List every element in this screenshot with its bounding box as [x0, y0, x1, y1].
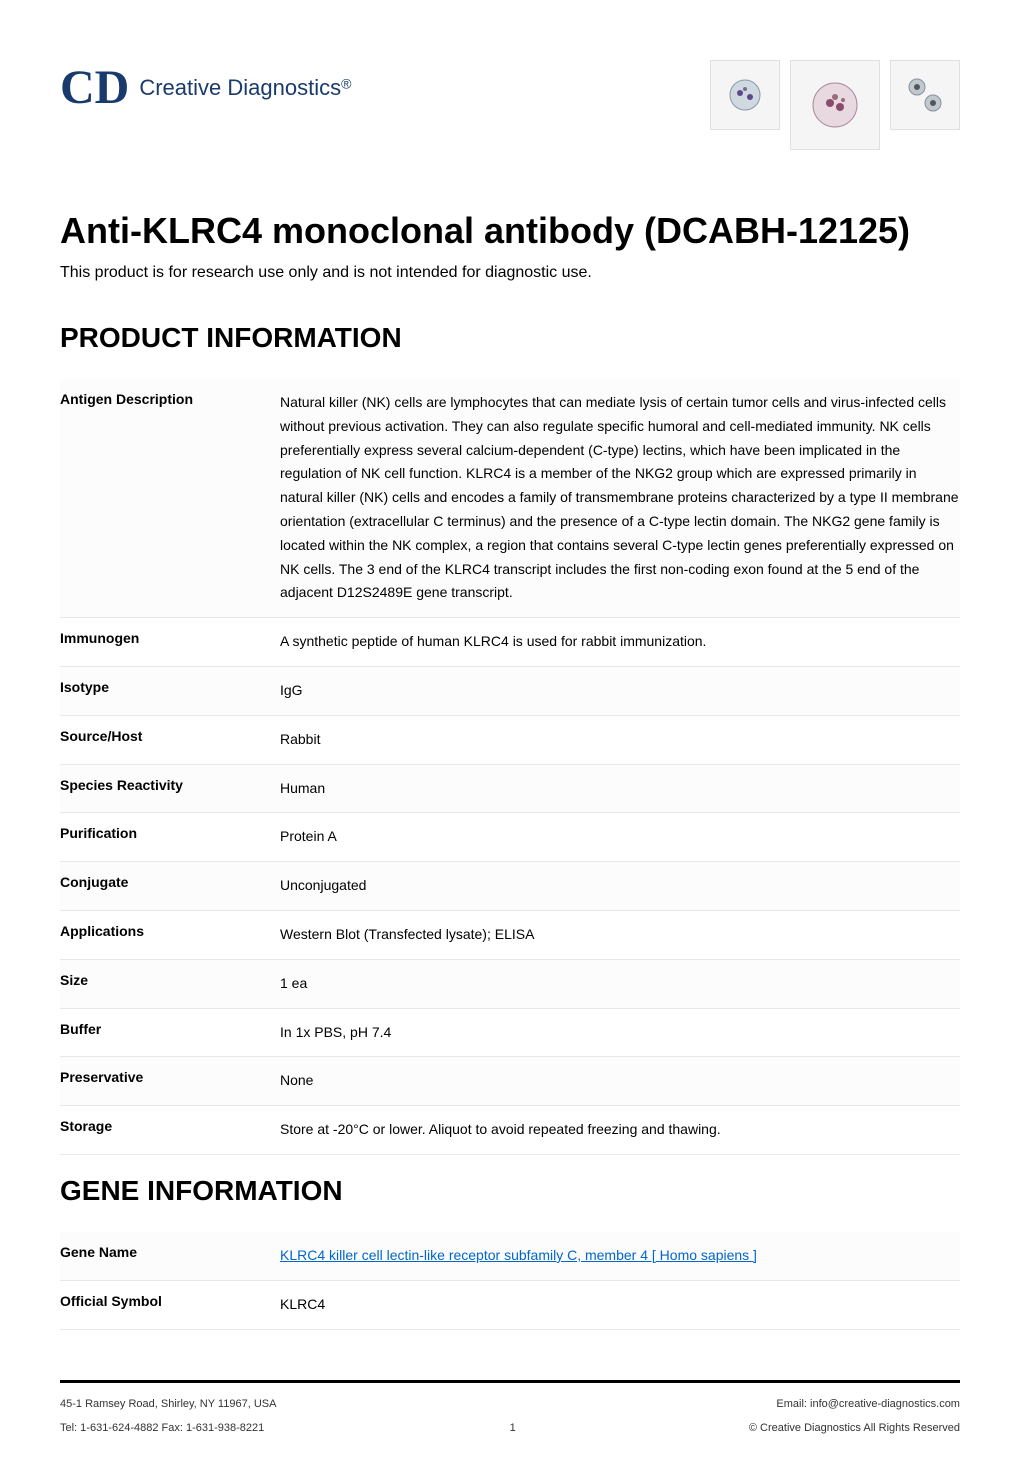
table-row: StorageStore at -20°C or lower. Aliquot … [60, 1106, 960, 1155]
table-row: PurificationProtein A [60, 813, 960, 862]
info-value: None [280, 1057, 960, 1106]
table-row: Gene NameKLRC4 killer cell lectin-like r… [60, 1232, 960, 1280]
footer-left: 45-1 Ramsey Road, Shirley, NY 11967, USA… [60, 1398, 276, 1434]
page-footer: 45-1 Ramsey Road, Shirley, NY 11967, USA… [60, 1380, 960, 1434]
info-label: Applications [60, 910, 280, 959]
footer-right: Email: info@creative-diagnostics.com © C… [749, 1398, 960, 1434]
info-label: Gene Name [60, 1232, 280, 1280]
info-value: KLRC4 [280, 1280, 960, 1329]
gene-link[interactable]: KLRC4 killer cell lectin-like receptor s… [280, 1247, 757, 1263]
info-value: Human [280, 764, 960, 813]
info-label: Buffer [60, 1008, 280, 1057]
info-value: A synthetic peptide of human KLRC4 is us… [280, 618, 960, 667]
footer-center: 1 [510, 1398, 516, 1434]
info-label: Storage [60, 1106, 280, 1155]
table-row: BufferIn 1x PBS, pH 7.4 [60, 1008, 960, 1057]
footer-email: Email: info@creative-diagnostics.com [749, 1398, 960, 1410]
gene-info-section-title: GENE INFORMATION [60, 1175, 960, 1207]
info-value: Protein A [280, 813, 960, 862]
logo-company-name: Creative Diagnostics® [139, 75, 351, 101]
info-label: Species Reactivity [60, 764, 280, 813]
footer-address: 45-1 Ramsey Road, Shirley, NY 11967, USA [60, 1398, 276, 1410]
table-row: Source/HostRabbit [60, 715, 960, 764]
logo-registered-mark: ® [341, 75, 351, 91]
footer-copyright: © Creative Diagnostics All Rights Reserv… [749, 1422, 960, 1434]
info-value: Natural killer (NK) cells are lymphocyte… [280, 379, 960, 618]
info-value: Western Blot (Transfected lysate); ELISA [280, 910, 960, 959]
table-row: Species ReactivityHuman [60, 764, 960, 813]
info-value: Unconjugated [280, 862, 960, 911]
table-row: ImmunogenA synthetic peptide of human KL… [60, 618, 960, 667]
page-container: CD Creative Diagnostics® [0, 0, 1020, 1464]
table-row: PreservativeNone [60, 1057, 960, 1106]
footer-page-number: 1 [510, 1422, 516, 1434]
info-label: Size [60, 959, 280, 1008]
info-label: Preservative [60, 1057, 280, 1106]
info-value: KLRC4 killer cell lectin-like receptor s… [280, 1232, 960, 1280]
header-decorative-images [710, 60, 960, 150]
product-subtitle: This product is for research use only an… [60, 264, 960, 282]
info-value: IgG [280, 666, 960, 715]
info-value: In 1x PBS, pH 7.4 [280, 1008, 960, 1057]
info-label: Antigen Description [60, 379, 280, 618]
info-label: Immunogen [60, 618, 280, 667]
table-row: Antigen DescriptionNatural killer (NK) c… [60, 379, 960, 618]
product-info-section-title: PRODUCT INFORMATION [60, 322, 960, 354]
company-logo: CD Creative Diagnostics® [60, 60, 351, 115]
table-row: ConjugateUnconjugated [60, 862, 960, 911]
cell-image-icon [790, 60, 880, 150]
info-label: Purification [60, 813, 280, 862]
info-value: Rabbit [280, 715, 960, 764]
product-info-table: Antigen DescriptionNatural killer (NK) c… [60, 379, 960, 1155]
table-row: IsotypeIgG [60, 666, 960, 715]
logo-text: Creative Diagnostics [139, 75, 341, 100]
page-header: CD Creative Diagnostics® [60, 60, 960, 150]
info-label: Conjugate [60, 862, 280, 911]
table-row: Official SymbolKLRC4 [60, 1280, 960, 1329]
info-value: 1 ea [280, 959, 960, 1008]
cell-image-icon [890, 60, 960, 130]
table-row: ApplicationsWestern Blot (Transfected ly… [60, 910, 960, 959]
info-label: Source/Host [60, 715, 280, 764]
info-label: Official Symbol [60, 1280, 280, 1329]
footer-phone: Tel: 1-631-624-4882 Fax: 1-631-938-8221 [60, 1422, 276, 1434]
gene-info-table: Gene NameKLRC4 killer cell lectin-like r… [60, 1232, 960, 1330]
cell-image-icon [710, 60, 780, 130]
info-value: Store at -20°C or lower. Aliquot to avoi… [280, 1106, 960, 1155]
logo-abbreviation: CD [60, 60, 129, 115]
product-title: Anti-KLRC4 monoclonal antibody (DCABH-12… [60, 210, 960, 252]
table-row: Size1 ea [60, 959, 960, 1008]
info-label: Isotype [60, 666, 280, 715]
